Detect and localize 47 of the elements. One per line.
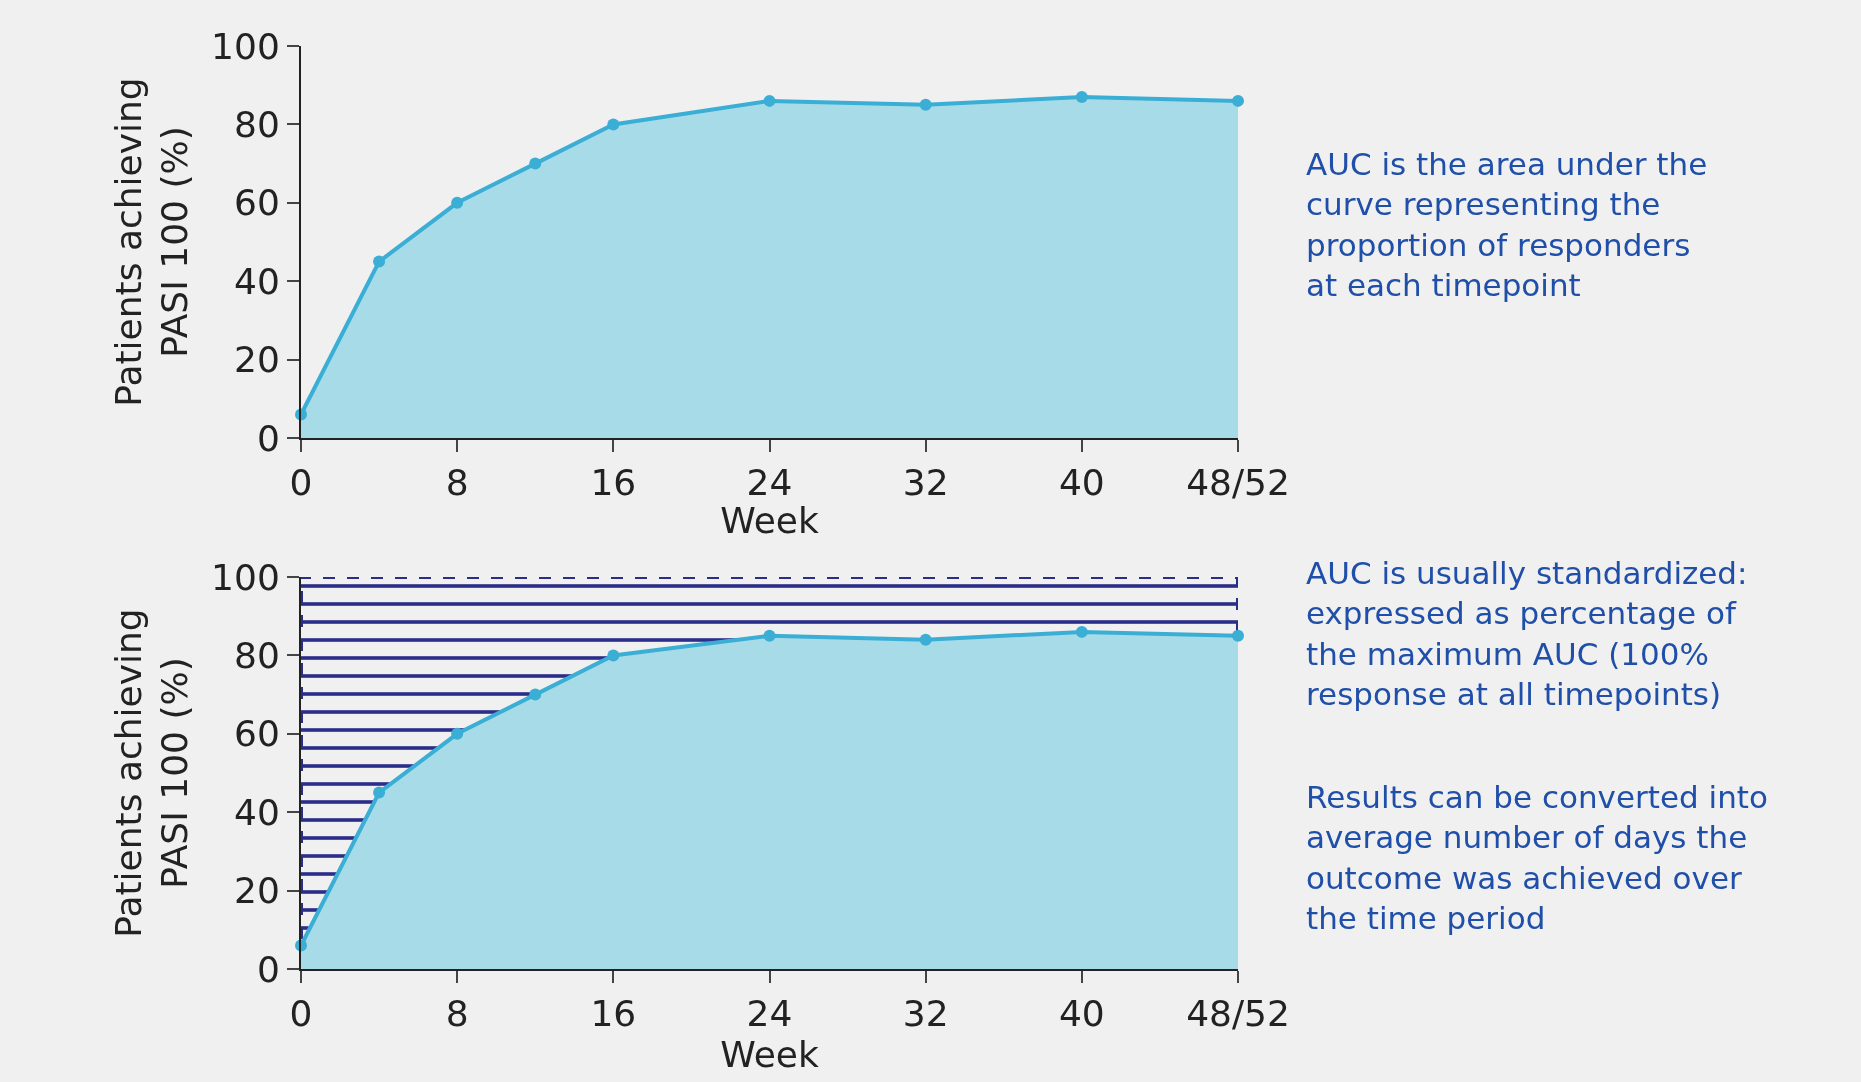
x-tick-label: 24	[746, 993, 793, 1035]
y-tick-label: 0	[256, 417, 280, 459]
x-tick-label: 48/52	[1186, 462, 1290, 504]
point	[529, 157, 542, 170]
y-tick-label: 60	[233, 713, 280, 755]
x-axis-title: Week	[720, 1034, 819, 1076]
y-axis-title: Patients achieving PASI 100 (%)	[107, 77, 196, 407]
x-tick-label: 16	[590, 993, 637, 1035]
point	[373, 786, 386, 799]
x-tick-label: 32	[902, 993, 949, 1035]
point	[607, 649, 620, 662]
point	[919, 98, 932, 111]
text: Results can be converted into average number of days the outcome was achieved over the time period	[1306, 779, 1768, 936]
x-tick-label: 16	[590, 462, 637, 504]
y-tick-label: 40	[233, 791, 280, 833]
point	[1075, 90, 1088, 103]
y-tick-label: 80	[233, 635, 280, 676]
point	[1075, 625, 1088, 638]
point	[763, 629, 776, 642]
y-tick-label: 100	[211, 25, 280, 67]
point	[763, 94, 776, 107]
x-tick-label: 40	[1058, 993, 1105, 1035]
text: AUC is usually standardized: expressed as percentage of the maximum AUC (100% response at all timepoints)	[1306, 555, 1748, 712]
text: AUC is the area under the curve representing the proportion of responders at each timepoint	[1306, 146, 1708, 303]
point	[373, 255, 386, 268]
point	[451, 196, 464, 209]
x-tick-label: 40	[1058, 462, 1105, 504]
y-tick-label: 80	[233, 104, 280, 145]
x-tick-label: 0	[289, 993, 313, 1035]
x-tick-label: 32	[902, 462, 949, 504]
y-tick-label: 60	[233, 182, 280, 224]
y-tick-label: 0	[256, 948, 280, 990]
x-tick-label: 8	[445, 993, 469, 1035]
y-tick-label: 20	[233, 339, 280, 381]
x-tick-label: 48/52	[1186, 993, 1290, 1035]
y-axis-title: Patients achieving PASI 100 (%)	[107, 608, 196, 938]
y-tick-label: 20	[233, 870, 280, 912]
point	[529, 688, 542, 701]
point	[919, 633, 932, 646]
x-tick-label: 8	[445, 462, 469, 504]
point	[1232, 629, 1244, 642]
point	[1232, 94, 1244, 107]
y-tick-label: 40	[233, 260, 280, 302]
x-tick-label: 0	[289, 462, 313, 504]
y-tick-label: 100	[211, 556, 280, 598]
point	[607, 118, 620, 131]
point	[451, 727, 464, 740]
